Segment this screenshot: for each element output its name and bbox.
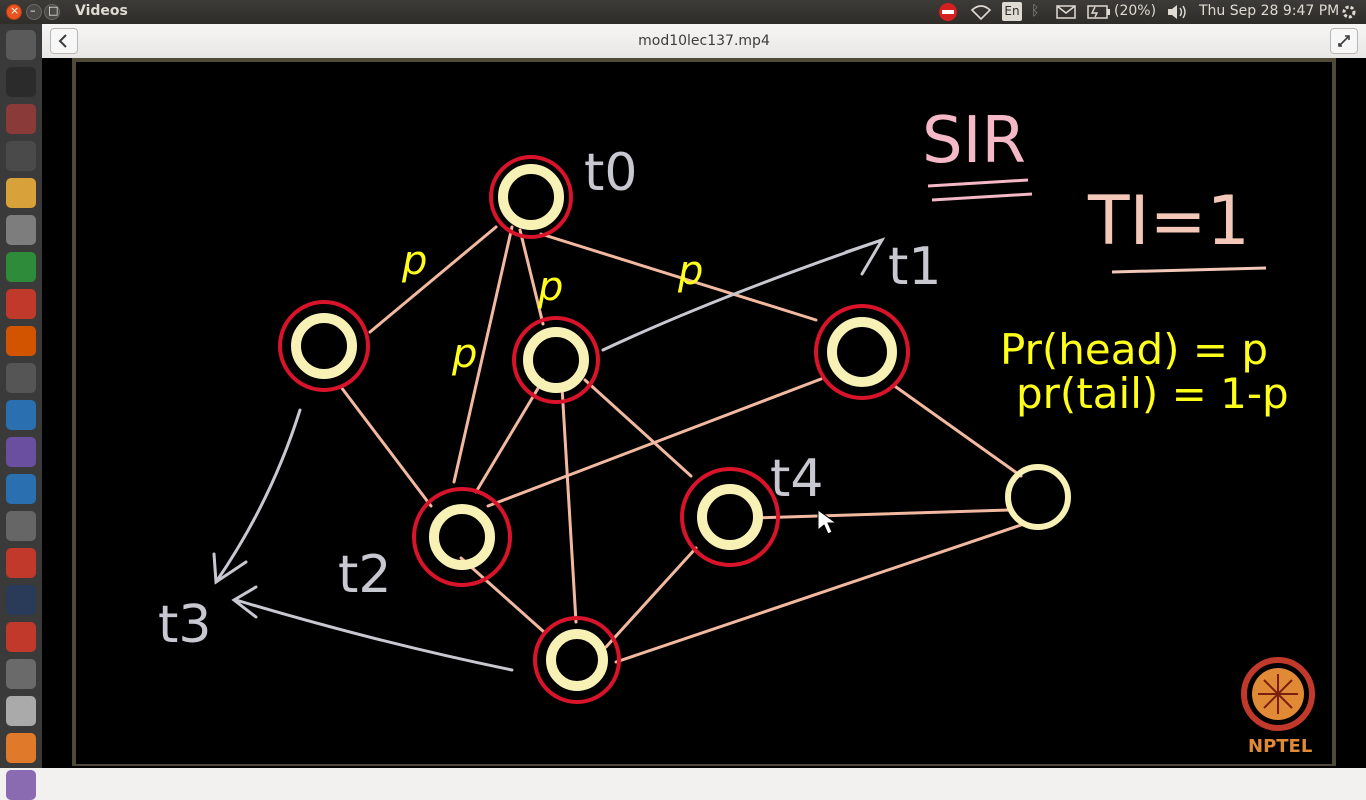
back-button[interactable] — [50, 28, 78, 54]
time-label-t3: t3 — [158, 595, 211, 655]
spreadsheet-icon[interactable] — [6, 252, 36, 282]
launcher — [0, 24, 43, 800]
fullscreen-button[interactable] — [1330, 28, 1358, 54]
battery-icon[interactable] — [1087, 5, 1111, 19]
close-icon: × — [10, 4, 20, 17]
r-studio-icon[interactable] — [6, 400, 36, 430]
keyboard-layout-indicator[interactable]: En — [1002, 2, 1022, 21]
lecture-blackboard: p p p p t0 t1 t2 t3 t4 SIR TI=1 Pr(head)… — [72, 58, 1336, 766]
presentation-icon[interactable] — [6, 326, 36, 356]
ipython-icon[interactable] — [6, 585, 36, 615]
files-icon[interactable] — [6, 104, 36, 134]
nptel-logo-text: NPTEL — [1248, 736, 1312, 757]
wifi-icon[interactable] — [970, 4, 992, 20]
node-t0 — [489, 155, 573, 239]
time-label-t0: t0 — [584, 143, 637, 203]
time-label-t4: t4 — [770, 449, 823, 509]
duration-underline — [1111, 266, 1267, 274]
app-title: Videos — [75, 3, 128, 19]
battery-percentage: (20%) — [1114, 3, 1157, 19]
gmail-icon[interactable] — [6, 548, 36, 578]
bluetooth-icon[interactable]: ᛒ — [1031, 3, 1040, 19]
infection-duration: TI=1 — [1087, 182, 1250, 261]
node-right — [814, 304, 910, 400]
clock[interactable]: Thu Sep 28 9:47 PM — [1199, 3, 1340, 19]
model-title: SIR — [922, 104, 1026, 178]
time-label-t1: t1 — [888, 237, 941, 297]
close-window-button[interactable]: × — [6, 4, 22, 20]
node-t2 — [412, 487, 512, 587]
archive-icon[interactable] — [6, 733, 36, 763]
time-label-t2: t2 — [338, 545, 391, 605]
nptel-logo: NPTEL — [1241, 657, 1315, 757]
text-editor-icon[interactable] — [6, 511, 36, 541]
video-player[interactable]: p p p p t0 t1 t2 t3 t4 SIR TI=1 Pr(head)… — [42, 58, 1366, 768]
edge-probability-labels: p p p p — [401, 238, 703, 377]
chevron-left-icon — [58, 34, 67, 48]
prob-head-note: Pr(head) = p — [1000, 325, 1268, 374]
maximize-icon: □ — [48, 4, 59, 17]
header-bar: mod10lec137.mp4 — [42, 24, 1366, 59]
do-not-disturb-icon[interactable] — [936, 2, 960, 22]
video-editor-icon[interactable] — [6, 363, 36, 393]
system-settings-gear-icon[interactable] — [1340, 3, 1358, 21]
minimize-window-button[interactable]: – — [26, 4, 42, 20]
volume-icon[interactable] — [1166, 4, 1188, 20]
dash-icon[interactable] — [6, 30, 36, 60]
node-left — [278, 300, 370, 392]
time-labels: t0 t1 t2 t3 t4 — [158, 143, 941, 655]
edge-label: p — [451, 331, 477, 377]
mail-icon[interactable] — [1056, 5, 1076, 19]
node-t4 — [680, 467, 780, 567]
sublime-text-icon[interactable] — [6, 141, 36, 171]
cursor-icon — [817, 509, 838, 535]
prob-tail-note: pr(tail) = 1-p — [1016, 369, 1289, 418]
drive-icon[interactable] — [6, 696, 36, 726]
title-underline — [927, 178, 1033, 202]
graph-nodes — [278, 155, 1071, 704]
reader-icon[interactable] — [6, 289, 36, 319]
node-t1 — [512, 316, 600, 404]
graph-edges — [339, 225, 1026, 664]
chrome-icon[interactable] — [6, 178, 36, 208]
edge-label: p — [537, 264, 563, 310]
media-player-icon[interactable] — [6, 437, 36, 467]
infection-arrows — [212, 237, 886, 672]
fullscreen-icon — [1338, 35, 1350, 47]
printer-icon[interactable] — [6, 770, 36, 800]
terminal-icon[interactable] — [6, 67, 36, 97]
opera-icon[interactable] — [6, 622, 36, 652]
edge-label: p — [401, 238, 427, 284]
minimize-icon: – — [30, 4, 36, 17]
settings-icon[interactable] — [6, 215, 36, 245]
network-diagram: p p p p t0 t1 t2 t3 t4 SIR TI=1 Pr(head)… — [158, 104, 1315, 757]
node-susceptible — [1005, 464, 1071, 530]
node-bottom — [533, 616, 621, 704]
maximize-window-button[interactable]: □ — [44, 4, 60, 20]
top-panel: × – □ Videos En ᛒ (20%) Thu Sep 28 9:47 … — [0, 0, 1366, 24]
gp-icon[interactable] — [6, 659, 36, 689]
file-title: mod10lec137.mp4 — [638, 33, 770, 49]
edge-label: p — [677, 248, 703, 294]
document-icon[interactable] — [6, 474, 36, 504]
